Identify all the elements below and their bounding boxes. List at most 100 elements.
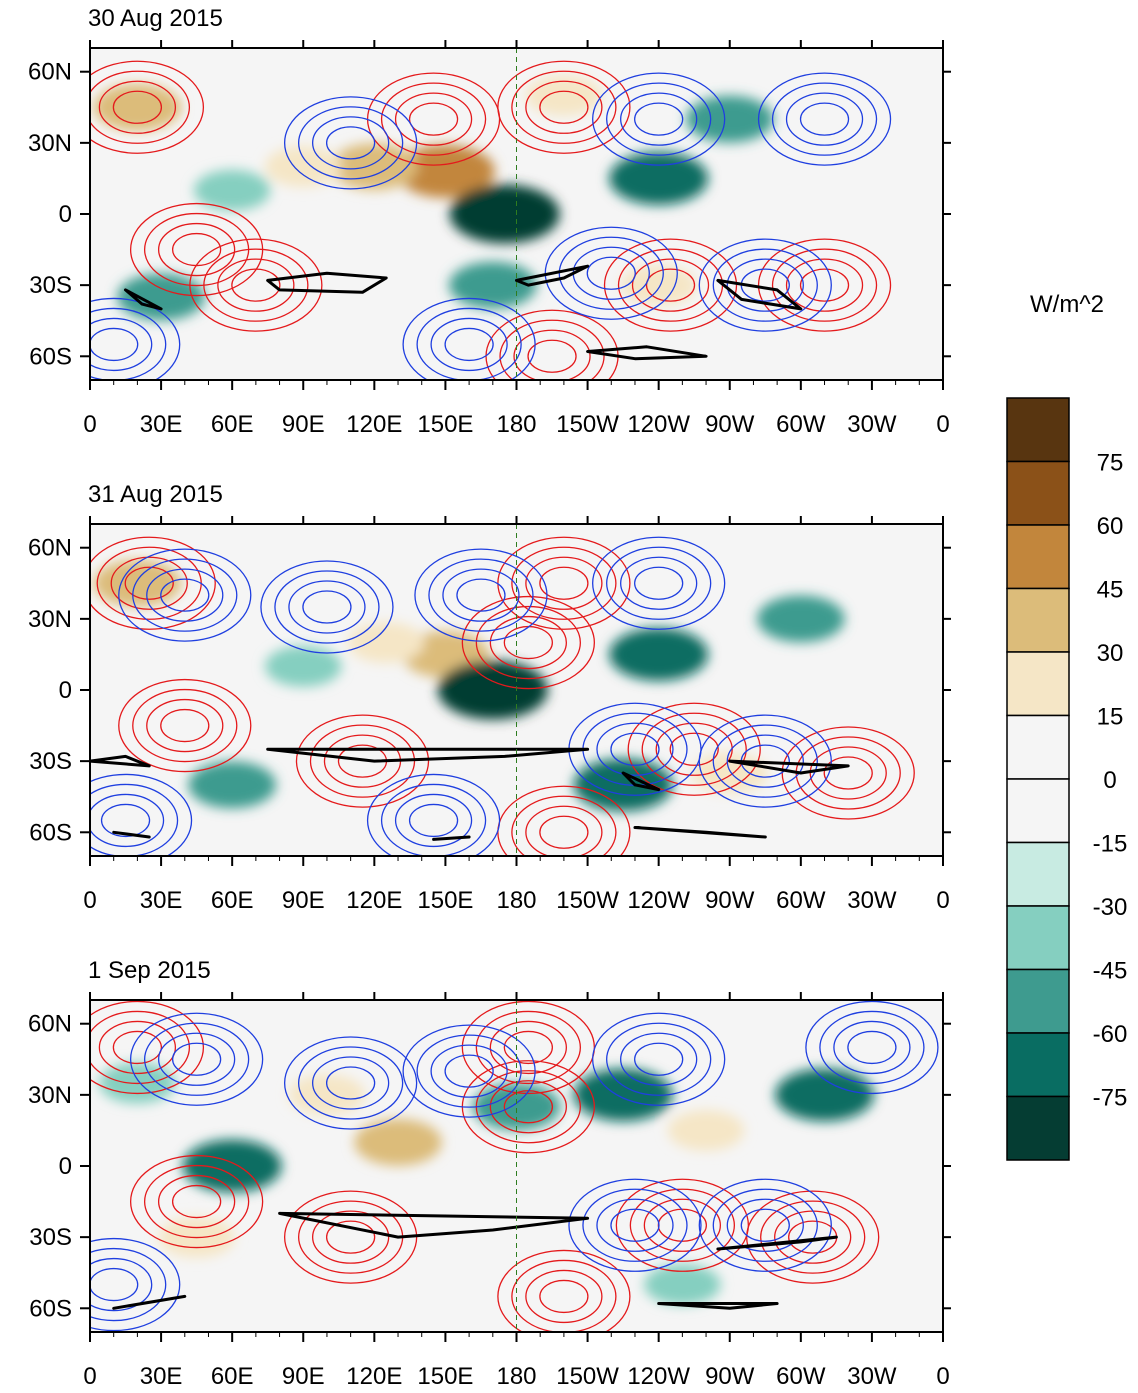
positive-contour [511, 70, 617, 144]
positive-contour [90, 60, 205, 154]
shade-blob [775, 1068, 875, 1122]
positive-contour [325, 1220, 376, 1254]
negative-contour [283, 96, 418, 190]
thick-contour [432, 835, 471, 841]
lon-tick-label: 60E [211, 887, 254, 914]
lat-tick-label: 30N [28, 130, 72, 157]
positive-contour [746, 1190, 880, 1284]
positive-contour [98, 80, 177, 134]
negative-contour [146, 568, 224, 622]
lon-tick-label: 0 [83, 411, 96, 438]
negative-contour [712, 1188, 818, 1262]
lat-tick-label: 30N [28, 1082, 72, 1109]
negative-contour [610, 1208, 660, 1242]
thick-contour [266, 747, 590, 763]
positive-contour [641, 712, 747, 786]
negative-contour [698, 714, 832, 808]
positive-contour [760, 1200, 866, 1274]
negative-contour [833, 1020, 911, 1075]
colorbar-label: 0 [1103, 767, 1116, 794]
negative-contour [297, 1046, 404, 1120]
lat-tick-label: 60S [29, 343, 72, 370]
lon-tick-label: 90W [705, 887, 755, 914]
negative-contour [430, 317, 508, 372]
lon-tick-label: 30E [140, 1363, 183, 1390]
positive-contour [171, 1184, 222, 1219]
positive-contour [823, 756, 873, 790]
negative-contour [302, 590, 352, 624]
shade-blob [347, 622, 425, 663]
positive-contour [231, 268, 281, 302]
negative-contour [143, 1022, 250, 1096]
negative-contour [442, 568, 520, 622]
positive-contour [203, 248, 309, 322]
negative-contour [90, 793, 165, 848]
negative-contour [634, 566, 684, 600]
lat-tick-label: 60N [28, 59, 72, 86]
negative-contour [620, 1032, 698, 1086]
negative-contour [582, 1188, 688, 1262]
thick-contour [112, 1294, 187, 1310]
positive-contour [511, 546, 617, 620]
lon-tick-label: 0 [936, 1363, 949, 1390]
shade-blob [265, 645, 342, 687]
colorbar-swatch [1006, 841, 1070, 907]
positive-contour [90, 70, 191, 144]
positive-contour [394, 92, 473, 146]
negative-contour [805, 1000, 939, 1095]
lat-tick-label: 30N [28, 606, 72, 633]
negative-contour [712, 724, 818, 798]
shade-blob [448, 261, 537, 309]
positive-contour [527, 339, 577, 373]
positive-contour [499, 319, 605, 380]
negative-contour [596, 1198, 674, 1252]
positive-contour [132, 688, 238, 763]
positive-contour [539, 815, 589, 849]
thick-contour [657, 1302, 779, 1310]
colorbar-swatch [1006, 905, 1070, 971]
shade-blob [330, 143, 419, 190]
colorbar-label: 45 [1097, 577, 1124, 604]
negative-contour [311, 116, 390, 170]
thick-contour [728, 759, 850, 775]
thick-contour [124, 288, 163, 311]
lon-tick-label: 60E [211, 411, 254, 438]
colorbar-swatch [1006, 778, 1070, 844]
thick-contour [621, 771, 661, 792]
negative-contour [444, 327, 494, 362]
positive-contour [311, 1210, 390, 1264]
lat-tick-label: 30S [29, 1224, 72, 1251]
negative-contour [90, 1257, 153, 1312]
lon-tick-label: 60W [776, 887, 826, 914]
positive-contour [98, 1020, 177, 1075]
shade-blob [188, 761, 277, 809]
colorbar-swatch [1006, 460, 1070, 526]
negative-contour [634, 1042, 684, 1076]
shade-blob [573, 1068, 673, 1122]
negative-contour [402, 297, 536, 380]
lon-tick-label: 0 [936, 887, 949, 914]
positive-contour [631, 258, 710, 312]
colorbar-label: 30 [1097, 640, 1124, 667]
colorbar-label: -15 [1093, 831, 1128, 858]
positive-contour [669, 732, 719, 766]
negative-contour [712, 248, 818, 322]
negative-contour [380, 783, 487, 856]
positive-contour [799, 268, 850, 302]
negative-contour [283, 1036, 418, 1130]
negative-contour [592, 536, 726, 630]
negative-contour [311, 1056, 390, 1110]
shade-blob [667, 1110, 745, 1151]
positive-contour [785, 258, 864, 312]
positive-contour [489, 615, 567, 670]
positive-contour [525, 1269, 603, 1324]
thick-contour [716, 1235, 838, 1251]
lon-tick-label: 90E [282, 887, 325, 914]
negative-contour [157, 1032, 236, 1086]
lon-tick-label: 120E [346, 1363, 402, 1390]
colorbar-swatch [1006, 651, 1070, 717]
lat-tick-label: 60N [28, 535, 72, 562]
shade-blob [449, 184, 560, 244]
thick-contour [278, 1211, 590, 1239]
lat-tick-label: 0 [59, 1153, 72, 1180]
